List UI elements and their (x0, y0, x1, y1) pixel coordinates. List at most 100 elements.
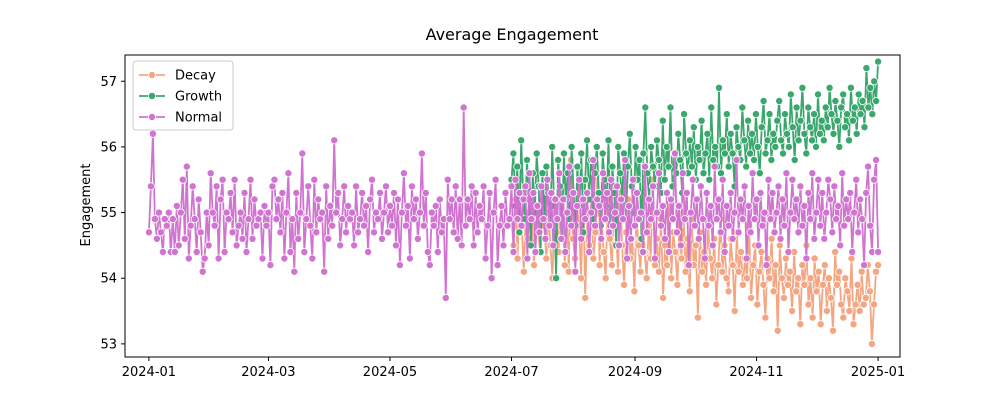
data-point (732, 155, 741, 164)
data-point (282, 208, 291, 217)
data-point (853, 280, 862, 289)
data-point (465, 215, 474, 224)
data-point (760, 208, 769, 217)
data-point (228, 228, 237, 237)
data-point (630, 287, 639, 296)
data-point (292, 188, 301, 197)
data-point (844, 215, 853, 224)
data-point (718, 175, 727, 184)
data-point (812, 142, 821, 151)
data-point (650, 261, 659, 270)
data-point (537, 182, 546, 191)
data-point (746, 149, 755, 158)
data-point (274, 195, 283, 204)
data-point (543, 175, 552, 184)
data-point (481, 254, 490, 263)
data-point (858, 215, 867, 224)
data-point (722, 201, 731, 210)
x-tick-label: 2024-01 (122, 365, 176, 380)
data-point (178, 175, 187, 184)
data-point (200, 254, 209, 263)
data-point (548, 142, 557, 151)
data-point (817, 116, 826, 125)
data-point (403, 201, 412, 210)
data-point (812, 287, 821, 296)
data-point (674, 129, 683, 138)
data-point (344, 201, 353, 210)
data-point (304, 182, 313, 191)
data-point (491, 175, 500, 184)
data-point (782, 169, 791, 178)
data-point (547, 188, 556, 197)
data-point (746, 228, 755, 237)
data-point (148, 129, 157, 138)
data-point (774, 182, 783, 191)
data-point (826, 195, 835, 204)
data-point (656, 221, 665, 230)
data-point (845, 136, 854, 145)
data-point (742, 162, 751, 171)
data-point (672, 228, 681, 237)
data-point (150, 215, 159, 224)
data-point (619, 215, 628, 224)
data-point (513, 254, 522, 263)
data-point (753, 142, 762, 151)
data-point (838, 169, 847, 178)
data-point (862, 64, 871, 73)
data-point (399, 169, 408, 178)
data-point (712, 215, 721, 224)
data-point (421, 188, 430, 197)
data-point (837, 103, 846, 112)
data-point (694, 234, 703, 243)
data-point (837, 300, 846, 309)
data-point (214, 254, 223, 263)
data-point (262, 221, 271, 230)
data-point (738, 103, 747, 112)
data-point (383, 228, 392, 237)
data-point (740, 136, 749, 145)
data-point (664, 162, 673, 171)
data-point (625, 201, 634, 210)
data-point (393, 195, 402, 204)
data-point (539, 215, 548, 224)
data-point (184, 254, 193, 263)
data-point (752, 195, 761, 204)
data-point (637, 208, 646, 217)
data-point (854, 228, 863, 237)
data-point (773, 116, 782, 125)
data-point (278, 188, 287, 197)
data-point (366, 195, 375, 204)
data-point (615, 241, 624, 250)
data-point (794, 274, 803, 283)
data-point (777, 274, 786, 283)
data-point (385, 201, 394, 210)
data-point (463, 195, 472, 204)
data-point (792, 287, 801, 296)
data-point (334, 188, 343, 197)
data-point (300, 247, 309, 256)
data-point (690, 221, 699, 230)
data-point (449, 228, 458, 237)
data-point (847, 254, 856, 263)
data-point (485, 188, 494, 197)
data-point (381, 182, 390, 191)
data-point (532, 149, 541, 158)
data-point (759, 97, 768, 106)
data-point (870, 300, 879, 309)
data-point (483, 221, 492, 230)
data-point (695, 155, 704, 164)
data-point (647, 142, 656, 151)
data-point (629, 175, 638, 184)
data-point (849, 320, 858, 329)
data-point (591, 221, 600, 230)
data-point (702, 280, 711, 289)
data-point (684, 261, 693, 270)
data-point (821, 103, 830, 112)
data-point (859, 300, 868, 309)
data-point (798, 83, 807, 92)
data-point (833, 280, 842, 289)
data-point (728, 234, 737, 243)
data-point (551, 195, 560, 204)
data-point (841, 274, 850, 283)
data-point (377, 234, 386, 243)
